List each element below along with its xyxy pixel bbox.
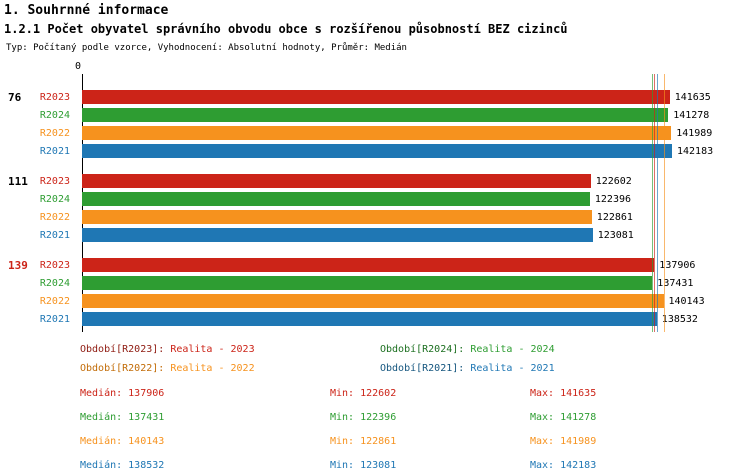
bar-row: R2021 123081 bbox=[0, 226, 750, 244]
group-label: 111 bbox=[8, 175, 28, 188]
median-line bbox=[663, 74, 665, 332]
bar-value-label: 138532 bbox=[661, 313, 698, 325]
series-label: R2023 bbox=[39, 91, 70, 103]
bar-row: R2022 122861 bbox=[0, 208, 750, 226]
legend-item: Období[R2024]: Realita - 2024 bbox=[380, 344, 555, 355]
stat-min: Min: 122861 bbox=[330, 436, 397, 447]
bar-value-label: 123081 bbox=[597, 229, 634, 241]
legend-series-label: Období[R2021]: bbox=[380, 363, 471, 374]
bar-row: R2022 141989 bbox=[0, 124, 750, 142]
bar-value-label: 142183 bbox=[677, 145, 714, 157]
legend-item: Období[R2023]: Realita - 2023 bbox=[80, 344, 255, 355]
bar-row: R2023 141635 bbox=[0, 88, 750, 106]
legend-series-label: Období[R2023]: bbox=[80, 344, 171, 355]
bar-chart: 0 76 R2023 141635 R2024 141278 R2022 141989 R20… bbox=[0, 60, 750, 338]
bar bbox=[82, 108, 669, 122]
legend-item: Období[R2021]: Realita - 2021 bbox=[380, 363, 555, 374]
x-axis-zero-label: 0 bbox=[75, 61, 82, 72]
legend-series-value: Realita - 2021 bbox=[470, 363, 555, 374]
bar-value-label: 122602 bbox=[595, 175, 632, 187]
bar-row: R2024 137431 bbox=[0, 274, 750, 292]
group-label: 139 bbox=[8, 259, 28, 272]
bar bbox=[82, 126, 672, 140]
group-label: 76 bbox=[8, 91, 22, 104]
bar-value-label: 122396 bbox=[594, 193, 632, 205]
bar bbox=[82, 312, 657, 326]
bar bbox=[82, 258, 655, 272]
median-line bbox=[654, 74, 656, 332]
stat-max: Max: 141989 bbox=[530, 436, 597, 447]
series-label: R2022 bbox=[39, 211, 70, 223]
bar-value-label: 137906 bbox=[659, 259, 696, 271]
bar-value-label: 141989 bbox=[676, 127, 713, 139]
series-label: R2021 bbox=[39, 145, 70, 157]
stat-min: Min: 122602 bbox=[330, 388, 397, 399]
bar bbox=[82, 90, 670, 104]
legend-series-label: Období[R2024]: bbox=[380, 344, 471, 355]
chart-meta: Typ: Počítaný podle vzorce, Vyhodnocení:… bbox=[6, 43, 407, 53]
series-label: R2022 bbox=[39, 127, 70, 139]
stat-median: Medián: 138532 bbox=[80, 460, 165, 471]
bar bbox=[82, 174, 591, 188]
bar-value-label: 141278 bbox=[673, 109, 710, 121]
series-label: R2024 bbox=[39, 277, 70, 289]
legend: Období[R2023]: Realita - 2023 Období[R202… bbox=[0, 344, 750, 384]
bar bbox=[82, 228, 593, 242]
stat-median: Medián: 137431 bbox=[80, 412, 165, 423]
stat-max: Max: 141635 bbox=[530, 388, 597, 399]
section-title: 1.2.1 Počet obyvatel správního obvodu ob… bbox=[4, 22, 568, 36]
bar-row: R2021 142183 bbox=[0, 142, 750, 160]
stat-median: Medián: 137906 bbox=[80, 388, 165, 399]
bar-value-label: 122861 bbox=[596, 211, 633, 223]
bar bbox=[82, 294, 664, 308]
legend-item: Období[R2022]: Realita - 2022 bbox=[80, 363, 255, 374]
bar bbox=[82, 144, 672, 158]
plot-area: 76 R2023 141635 R2024 141278 R2022 141989 R2021… bbox=[0, 88, 750, 340]
bar-row: R2024 141278 bbox=[0, 106, 750, 124]
series-label: R2021 bbox=[39, 313, 70, 325]
bar-group: 76 R2023 141635 R2024 141278 R2022 141989 R2021… bbox=[0, 88, 750, 160]
median-line bbox=[656, 74, 658, 332]
bar-group: 139 R2023 137906 R2024 137431 R2022 140143 R202… bbox=[0, 256, 750, 328]
bar-group: 111 R2023 122602 R2024 122396 R2022 122861 R202… bbox=[0, 172, 750, 244]
legend-series-value: Realita - 2022 bbox=[170, 363, 255, 374]
stat-median: Medián: 140143 bbox=[80, 436, 165, 447]
bar-row: R2024 122396 bbox=[0, 190, 750, 208]
series-label: R2024 bbox=[39, 109, 70, 121]
bar bbox=[82, 276, 653, 290]
series-label: R2021 bbox=[39, 229, 70, 241]
stat-min: Min: 122396 bbox=[330, 412, 397, 423]
series-label: R2024 bbox=[39, 193, 70, 205]
stat-max: Max: 141278 bbox=[530, 412, 597, 423]
series-label: R2022 bbox=[39, 295, 70, 307]
bar-value-label: 141635 bbox=[674, 91, 711, 103]
bar-row: R2022 140143 bbox=[0, 292, 750, 310]
series-label: R2023 bbox=[39, 259, 70, 271]
legend-series-value: Realita - 2024 bbox=[470, 344, 555, 355]
bar-row: R2021 138532 bbox=[0, 310, 750, 328]
page-title: 1. Souhrnné informace bbox=[4, 3, 169, 18]
stats-table: Medián: 137906 Min: 122602 Max: 141635 Medi… bbox=[0, 388, 750, 474]
legend-series-value: Realita - 2023 bbox=[170, 344, 255, 355]
stat-min: Min: 123081 bbox=[330, 460, 397, 471]
bar bbox=[82, 192, 590, 206]
stat-max: Max: 142183 bbox=[530, 460, 597, 471]
bar bbox=[82, 210, 592, 224]
bar-value-label: 137431 bbox=[657, 277, 694, 289]
series-label: R2023 bbox=[39, 175, 70, 187]
bar-row: R2023 137906 bbox=[0, 256, 750, 274]
bar-value-label: 140143 bbox=[668, 295, 705, 307]
median-line bbox=[652, 74, 654, 332]
bar-row: R2023 122602 bbox=[0, 172, 750, 190]
legend-series-label: Období[R2022]: bbox=[80, 363, 171, 374]
